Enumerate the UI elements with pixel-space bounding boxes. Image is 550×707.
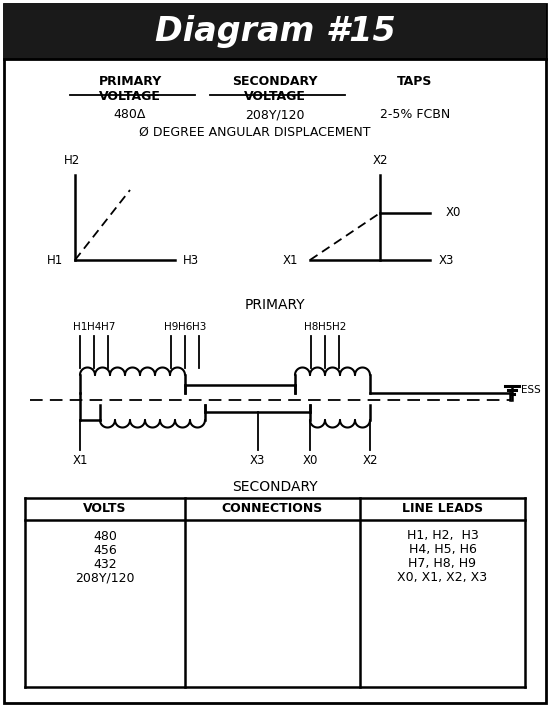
Text: X0: X0	[302, 454, 318, 467]
Text: 456: 456	[93, 544, 117, 556]
Text: Ø DEGREE ANGULAR DISPLACEMENT: Ø DEGREE ANGULAR DISPLACEMENT	[139, 126, 371, 139]
Text: H2: H2	[332, 322, 346, 332]
Text: CONNECTIONS: CONNECTIONS	[222, 503, 323, 515]
Text: H1, H2,  H3: H1, H2, H3	[406, 530, 478, 542]
Text: X2: X2	[372, 154, 388, 167]
Text: H3: H3	[183, 254, 199, 267]
Text: PRIMARY
VOLTAGE: PRIMARY VOLTAGE	[98, 75, 162, 103]
Text: H3: H3	[192, 322, 206, 332]
Text: H1: H1	[47, 254, 63, 267]
Text: H2: H2	[64, 154, 80, 167]
Text: H7: H7	[101, 322, 115, 332]
Text: SECONDARY: SECONDARY	[232, 480, 318, 494]
Text: H6: H6	[178, 322, 192, 332]
Text: 2-5% FCBN: 2-5% FCBN	[380, 108, 450, 121]
Text: VOLTS: VOLTS	[83, 503, 126, 515]
Text: X2: X2	[362, 454, 378, 467]
Text: 208Y/120: 208Y/120	[245, 108, 305, 121]
Text: PRIMARY: PRIMARY	[245, 298, 305, 312]
Text: H4: H4	[87, 322, 101, 332]
Text: X0: X0	[446, 206, 461, 219]
Text: 480: 480	[93, 530, 117, 542]
Text: H4, H5, H6: H4, H5, H6	[409, 544, 476, 556]
Text: H9: H9	[164, 322, 178, 332]
Text: 432: 432	[93, 558, 117, 571]
Text: X1: X1	[72, 454, 88, 467]
Text: LINE LEADS: LINE LEADS	[402, 503, 483, 515]
Text: X0, X1, X2, X3: X0, X1, X2, X3	[398, 571, 487, 585]
Text: X3: X3	[438, 254, 454, 267]
Text: X1: X1	[282, 254, 298, 267]
Text: H7, H8, H9: H7, H8, H9	[409, 558, 476, 571]
Text: H1: H1	[73, 322, 87, 332]
Text: 480Δ: 480Δ	[114, 108, 146, 121]
Text: SECONDARY
VOLTAGE: SECONDARY VOLTAGE	[232, 75, 318, 103]
Text: X3: X3	[250, 454, 265, 467]
Text: 208Y/120: 208Y/120	[75, 571, 135, 585]
Text: H8: H8	[304, 322, 318, 332]
Text: ESS: ESS	[521, 385, 541, 395]
Text: TAPS: TAPS	[397, 75, 433, 88]
Text: H5: H5	[318, 322, 332, 332]
Bar	[4, 4, 546, 59]
Text: Diagram #15: Diagram #15	[155, 15, 395, 48]
